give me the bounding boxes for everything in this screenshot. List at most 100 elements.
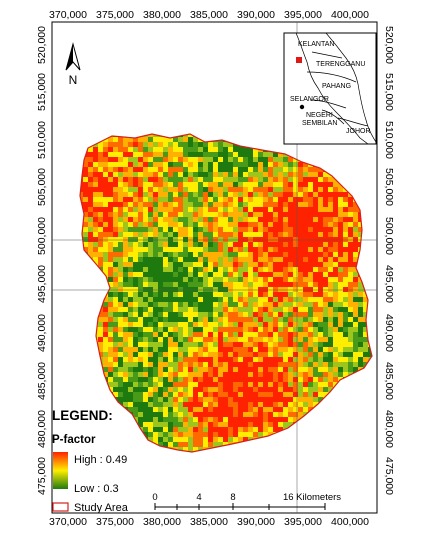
raster-cell	[223, 357, 228, 362]
raster-cell	[233, 207, 238, 212]
raster-cell	[148, 237, 153, 242]
raster-cell	[188, 212, 193, 217]
raster-cell	[183, 407, 188, 412]
raster-cell	[358, 232, 363, 237]
raster-cell	[313, 332, 318, 337]
raster-cell	[313, 357, 318, 362]
raster-cell	[198, 347, 203, 352]
raster-cell	[308, 237, 313, 242]
raster-cell	[333, 322, 338, 327]
raster-cell	[103, 227, 108, 232]
raster-cell	[318, 327, 323, 332]
raster-cell	[328, 197, 333, 202]
raster-cell	[238, 222, 243, 227]
raster-cell	[288, 297, 293, 302]
raster-cell	[213, 412, 218, 417]
raster-cell	[213, 392, 218, 397]
raster-cell	[348, 292, 353, 297]
raster-cell	[278, 307, 283, 312]
raster-cell	[303, 287, 308, 292]
raster-cell	[208, 282, 213, 287]
raster-cell	[143, 287, 148, 292]
raster-cell	[133, 187, 138, 192]
raster-cell	[348, 237, 353, 242]
raster-cell	[203, 182, 208, 187]
raster-cell	[338, 237, 343, 242]
raster-cell	[293, 217, 298, 222]
raster-cell	[208, 197, 213, 202]
raster-cell	[163, 157, 168, 162]
raster-cell	[243, 252, 248, 257]
raster-cell	[173, 357, 178, 362]
raster-cell	[183, 287, 188, 292]
raster-cell	[313, 387, 318, 392]
raster-cell	[263, 172, 268, 177]
raster-cell	[183, 357, 188, 362]
raster-cell	[313, 352, 318, 357]
raster-cell	[233, 172, 238, 177]
raster-cell	[323, 262, 328, 267]
raster-cell	[193, 147, 198, 152]
raster-cell	[183, 347, 188, 352]
raster-cell	[228, 142, 233, 147]
raster-cell	[198, 227, 203, 232]
raster-cell	[248, 432, 253, 437]
raster-cell	[153, 272, 158, 277]
raster-cell	[128, 342, 133, 347]
raster-cell	[298, 212, 303, 217]
raster-cell	[93, 192, 98, 197]
raster-cell	[153, 262, 158, 267]
raster-cell	[148, 272, 153, 277]
raster-cell	[233, 282, 238, 287]
raster-cell	[253, 427, 258, 432]
raster-cell	[263, 372, 268, 377]
raster-cell	[218, 292, 223, 297]
raster-cell	[133, 267, 138, 272]
raster-cell	[273, 422, 278, 427]
raster-cell	[248, 197, 253, 202]
left-tick-label: 475,000	[36, 457, 48, 495]
raster-cell	[338, 232, 343, 237]
raster-cell	[128, 187, 133, 192]
raster-cell	[358, 302, 363, 307]
raster-cell	[358, 342, 363, 347]
raster-cell	[218, 347, 223, 352]
raster-cell	[163, 267, 168, 272]
raster-cell	[363, 362, 368, 367]
raster-cell	[163, 337, 168, 342]
study-area-swatch	[52, 502, 69, 512]
raster-cell	[323, 387, 328, 392]
raster-cell	[258, 372, 263, 377]
raster-cell	[253, 212, 258, 217]
raster-cell	[313, 192, 318, 197]
raster-cell	[213, 262, 218, 267]
raster-cell	[148, 232, 153, 237]
raster-cell	[293, 417, 298, 422]
raster-cell	[203, 302, 208, 307]
raster-cell	[198, 217, 203, 222]
raster-cell	[203, 347, 208, 352]
raster-cell	[283, 332, 288, 337]
raster-cell	[253, 292, 258, 297]
state-borders	[306, 51, 369, 127]
raster-cell	[83, 177, 88, 182]
raster-cell	[298, 362, 303, 367]
raster-cell	[248, 157, 253, 162]
raster-cell	[188, 377, 193, 382]
raster-cell	[168, 202, 173, 207]
raster-cell	[178, 352, 183, 357]
raster-cell	[213, 272, 218, 277]
raster-cell	[278, 377, 283, 382]
raster-cell	[273, 207, 278, 212]
raster-cell	[188, 147, 193, 152]
raster-cell	[188, 412, 193, 417]
raster-cell	[208, 442, 213, 447]
raster-cell	[258, 417, 263, 422]
raster-cell	[253, 377, 258, 382]
raster-cell	[108, 152, 113, 157]
raster-cell	[118, 382, 123, 387]
raster-cell	[313, 337, 318, 342]
raster-cell	[188, 192, 193, 197]
raster-cell	[228, 392, 233, 397]
raster-cell	[298, 227, 303, 232]
